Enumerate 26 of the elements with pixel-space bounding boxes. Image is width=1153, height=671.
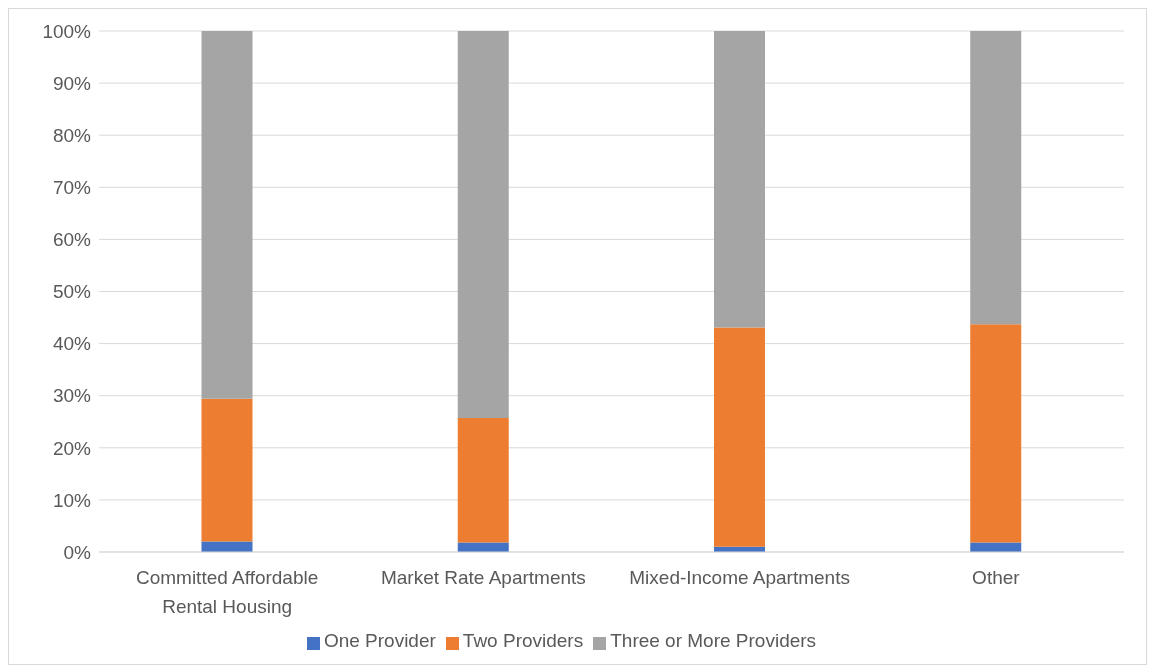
x-tick-label: Mixed-Income Apartments xyxy=(629,567,850,588)
legend-label: One Provider xyxy=(323,630,436,651)
y-tick-label: 20% xyxy=(52,437,92,459)
bar xyxy=(457,418,509,543)
x-tick-label: Market Rate Apartments xyxy=(380,567,586,588)
y-tick-label: 70% xyxy=(52,177,92,199)
bar xyxy=(201,31,253,399)
y-tick-label: 90% xyxy=(52,72,92,94)
x-tick-label: Committed Affordable Rental Housing xyxy=(135,567,319,617)
y-tick-label: 50% xyxy=(52,281,92,303)
bar xyxy=(714,31,765,328)
bar xyxy=(457,31,509,419)
legend-label: Three or More Providers xyxy=(610,630,817,651)
y-tick-label: 0% xyxy=(63,541,92,563)
bar xyxy=(970,31,1022,325)
y-tick-label: 80% xyxy=(52,124,92,146)
y-tick-label: 100% xyxy=(42,20,92,42)
legend-label: Two Providers xyxy=(462,630,584,651)
y-tick-label: 10% xyxy=(52,489,92,511)
x-tick-label: Other xyxy=(972,567,1021,588)
bar xyxy=(714,327,765,547)
y-tick-label: 60% xyxy=(52,229,92,251)
bar xyxy=(970,324,1022,543)
y-tick-label: 40% xyxy=(52,333,92,355)
y-tick-label: 30% xyxy=(52,385,92,407)
bar xyxy=(201,398,253,542)
